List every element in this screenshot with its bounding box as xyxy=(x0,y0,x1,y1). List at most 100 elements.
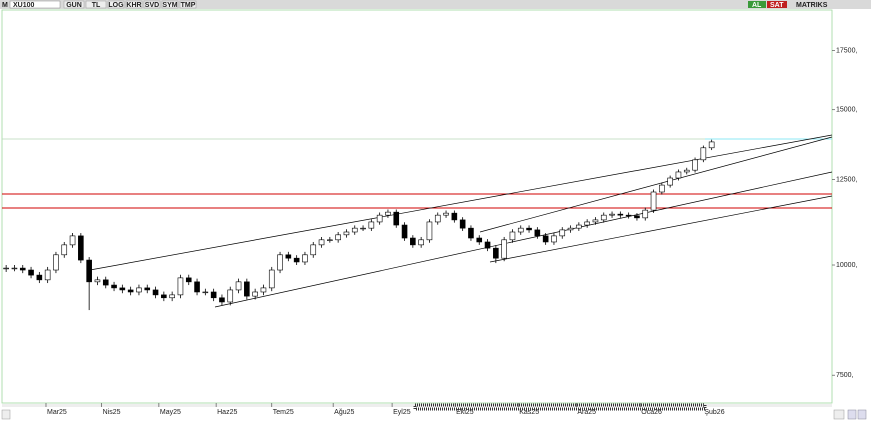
candle-body xyxy=(609,213,615,216)
buy-box[interactable] xyxy=(748,1,766,8)
plot-frame xyxy=(1,9,833,404)
scroll-right-button[interactable] xyxy=(1,409,11,420)
candle-body xyxy=(177,277,184,296)
candle-body xyxy=(119,287,126,291)
candle-body xyxy=(202,291,209,294)
candle-body xyxy=(484,241,491,249)
x-tick-label: Ara25 xyxy=(577,409,596,416)
candle-body xyxy=(210,291,217,299)
candle-body xyxy=(102,279,109,286)
toolbar-button-box[interactable] xyxy=(85,0,107,9)
candle-body xyxy=(650,191,657,211)
candle-body xyxy=(559,229,566,237)
candle-body xyxy=(144,287,151,291)
candle-body xyxy=(692,159,698,171)
symbol-box[interactable] xyxy=(9,0,61,9)
x-tick-label: Nis25 xyxy=(103,409,121,416)
scrollbar-thumb[interactable] xyxy=(413,403,707,411)
candle-body xyxy=(169,294,175,299)
x-tick-label: Kas25 xyxy=(519,409,539,416)
candle-body xyxy=(28,269,34,276)
candle-body xyxy=(451,212,458,221)
candle-body xyxy=(401,224,408,239)
candle-body xyxy=(526,227,532,231)
symbol[interactable]: XU100 xyxy=(13,2,35,9)
zoom-in-button[interactable] xyxy=(847,409,857,420)
candle-body xyxy=(393,211,400,226)
x-tick-label: Şub26 xyxy=(704,409,724,416)
scroll-left-button[interactable] xyxy=(833,409,845,420)
trend-line xyxy=(479,136,833,233)
sell-button[interactable]: SAT xyxy=(770,2,784,9)
toolbar-button[interactable]: LOG xyxy=(108,2,124,9)
candle-body xyxy=(675,171,682,179)
candle-body xyxy=(468,227,474,239)
candle-body xyxy=(542,235,549,243)
toolbar-button[interactable]: GUN xyxy=(66,2,82,9)
candle-body xyxy=(235,281,242,291)
candle-body xyxy=(493,247,499,259)
candle-body xyxy=(36,274,43,281)
toolbar-button[interactable]: KHR xyxy=(126,2,141,9)
candle-body xyxy=(161,294,167,299)
buy-button[interactable]: AL xyxy=(752,2,762,9)
toolbar-button-box[interactable] xyxy=(143,0,161,9)
candle-body xyxy=(534,229,541,237)
candle-body xyxy=(227,289,234,303)
candle-body xyxy=(94,279,101,283)
toolbar-button-box[interactable] xyxy=(179,0,197,9)
candle-body xyxy=(667,177,673,186)
toolbar-button[interactable]: TMP xyxy=(181,2,196,9)
candle-body xyxy=(86,259,92,283)
candle-body xyxy=(625,214,632,217)
candle-body xyxy=(368,221,375,229)
toolbar-button[interactable]: SVD xyxy=(145,2,159,9)
candle-body xyxy=(277,254,283,271)
toolbar-button[interactable]: TL xyxy=(92,2,101,9)
sell-box[interactable] xyxy=(767,1,787,8)
candle-body xyxy=(459,219,466,229)
candle-body xyxy=(634,215,640,219)
candle-body xyxy=(285,254,292,259)
toolbar-button-box[interactable] xyxy=(107,0,125,9)
candle-body xyxy=(260,287,267,293)
candle-body xyxy=(219,297,225,303)
candle-body xyxy=(642,209,649,219)
candle-body xyxy=(310,244,317,256)
candle-body xyxy=(3,267,9,270)
zoom-out-button[interactable] xyxy=(857,409,867,420)
x-tick-label: Tem25 xyxy=(273,409,294,416)
candle-body xyxy=(111,284,117,289)
candle-body xyxy=(509,231,516,241)
candle-body xyxy=(78,235,84,261)
candle-body xyxy=(194,281,200,293)
candle-body xyxy=(185,277,192,283)
candle-body xyxy=(700,147,707,161)
x-tick-label: Eki25 xyxy=(456,409,474,416)
toolbar-button-box[interactable] xyxy=(63,0,85,9)
toolbar-button-box[interactable] xyxy=(161,0,179,9)
candle-body xyxy=(53,254,59,271)
candle-body xyxy=(551,235,557,243)
candle-body xyxy=(476,237,483,243)
candle-body xyxy=(584,221,590,226)
candle-body xyxy=(517,227,524,233)
toolbar-button[interactable]: SYM xyxy=(162,2,177,9)
y-tick-label: 10000, xyxy=(836,262,857,269)
candle-body xyxy=(61,244,68,256)
candle-body xyxy=(19,267,26,271)
x-tick-label: Haz25 xyxy=(217,409,237,416)
candle-body xyxy=(268,269,275,289)
candle-body xyxy=(11,267,18,270)
candle-body xyxy=(708,141,715,149)
candle-body xyxy=(293,257,300,263)
candle-body xyxy=(576,224,582,229)
toolbar-button-box[interactable] xyxy=(125,0,143,9)
candle-body xyxy=(327,239,333,241)
candle-body xyxy=(343,231,350,236)
candle-body xyxy=(252,291,258,297)
x-tick-label: Ağu25 xyxy=(334,409,354,416)
mode-button[interactable]: M xyxy=(2,2,8,9)
